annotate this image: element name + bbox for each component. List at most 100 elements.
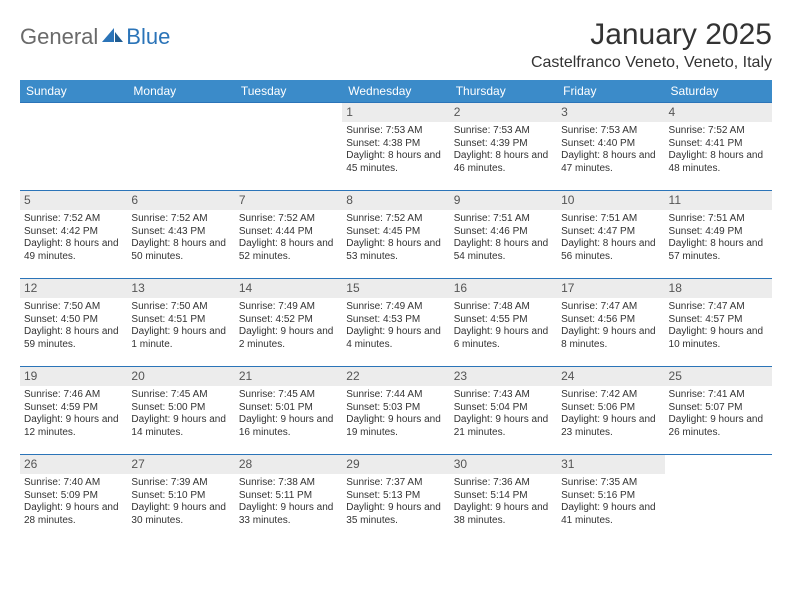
sunrise-text: Sunrise: 7:47 AM	[669, 301, 768, 314]
sunrise-text: Sunrise: 7:51 AM	[454, 213, 553, 226]
sunrise-text: Sunrise: 7:50 AM	[24, 301, 123, 314]
sunset-text: Sunset: 4:53 PM	[346, 314, 445, 327]
calendar-day-cell: 25Sunrise: 7:41 AMSunset: 5:07 PMDayligh…	[665, 367, 772, 455]
sunset-text: Sunset: 4:51 PM	[131, 314, 230, 327]
sunrise-text: Sunrise: 7:36 AM	[454, 477, 553, 490]
daylight-text: Daylight: 9 hours and 4 minutes.	[346, 326, 445, 351]
day-number: 8	[342, 191, 449, 210]
sunrise-text: Sunrise: 7:41 AM	[669, 389, 768, 402]
day-number: 24	[557, 367, 664, 386]
daylight-text: Daylight: 9 hours and 19 minutes.	[346, 414, 445, 439]
calendar-body: 1Sunrise: 7:53 AMSunset: 4:38 PMDaylight…	[20, 103, 772, 543]
brand-text-blue: Blue	[126, 24, 170, 50]
calendar-day-cell	[20, 103, 127, 191]
calendar-day-cell: 2Sunrise: 7:53 AMSunset: 4:39 PMDaylight…	[450, 103, 557, 191]
daylight-text: Daylight: 8 hours and 52 minutes.	[239, 238, 338, 263]
daylight-text: Daylight: 8 hours and 53 minutes.	[346, 238, 445, 263]
day-number: 18	[665, 279, 772, 298]
weekday-header: Tuesday	[235, 80, 342, 103]
day-number: 15	[342, 279, 449, 298]
brand-sail-icon	[102, 26, 124, 49]
calendar-day-cell: 13Sunrise: 7:50 AMSunset: 4:51 PMDayligh…	[127, 279, 234, 367]
calendar-week-row: 26Sunrise: 7:40 AMSunset: 5:09 PMDayligh…	[20, 455, 772, 543]
day-number: 22	[342, 367, 449, 386]
sunrise-text: Sunrise: 7:51 AM	[669, 213, 768, 226]
calendar-day-cell: 28Sunrise: 7:38 AMSunset: 5:11 PMDayligh…	[235, 455, 342, 543]
daylight-text: Daylight: 8 hours and 49 minutes.	[24, 238, 123, 263]
daylight-text: Daylight: 8 hours and 46 minutes.	[454, 150, 553, 175]
sunset-text: Sunset: 5:14 PM	[454, 490, 553, 503]
day-number: 3	[557, 103, 664, 122]
calendar-day-cell: 17Sunrise: 7:47 AMSunset: 4:56 PMDayligh…	[557, 279, 664, 367]
day-number: 19	[20, 367, 127, 386]
calendar-table: Sunday Monday Tuesday Wednesday Thursday…	[20, 80, 772, 543]
calendar-day-cell: 9Sunrise: 7:51 AMSunset: 4:46 PMDaylight…	[450, 191, 557, 279]
daylight-text: Daylight: 9 hours and 2 minutes.	[239, 326, 338, 351]
calendar-day-cell: 1Sunrise: 7:53 AMSunset: 4:38 PMDaylight…	[342, 103, 449, 191]
sunrise-text: Sunrise: 7:40 AM	[24, 477, 123, 490]
sunset-text: Sunset: 4:59 PM	[24, 402, 123, 415]
daylight-text: Daylight: 9 hours and 6 minutes.	[454, 326, 553, 351]
day-number: 26	[20, 455, 127, 474]
calendar-day-cell: 15Sunrise: 7:49 AMSunset: 4:53 PMDayligh…	[342, 279, 449, 367]
daylight-text: Daylight: 9 hours and 1 minute.	[131, 326, 230, 351]
calendar-day-cell: 30Sunrise: 7:36 AMSunset: 5:14 PMDayligh…	[450, 455, 557, 543]
daylight-text: Daylight: 9 hours and 10 minutes.	[669, 326, 768, 351]
daylight-text: Daylight: 9 hours and 38 minutes.	[454, 502, 553, 527]
calendar-day-cell: 12 Sunrise: 7:50 AMSunset: 4:50 PMDayligh…	[20, 279, 127, 367]
sunset-text: Sunset: 5:04 PM	[454, 402, 553, 415]
sunset-text: Sunset: 5:00 PM	[131, 402, 230, 415]
day-number: 12	[20, 279, 127, 298]
day-number: 31	[557, 455, 664, 474]
sunrise-text: Sunrise: 7:50 AM	[131, 301, 230, 314]
daylight-text: Daylight: 9 hours and 30 minutes.	[131, 502, 230, 527]
sunset-text: Sunset: 4:39 PM	[454, 138, 553, 151]
daylight-text: Daylight: 9 hours and 23 minutes.	[561, 414, 660, 439]
sunset-text: Sunset: 4:57 PM	[669, 314, 768, 327]
sunrise-text: Sunrise: 7:53 AM	[454, 125, 553, 138]
brand-logo: General Blue	[20, 18, 170, 50]
sunset-text: Sunset: 5:03 PM	[346, 402, 445, 415]
sunset-text: Sunset: 4:55 PM	[454, 314, 553, 327]
day-number: 21	[235, 367, 342, 386]
day-number: 27	[127, 455, 234, 474]
sunset-text: Sunset: 4:50 PM	[24, 314, 123, 327]
day-number: 28	[235, 455, 342, 474]
sunset-text: Sunset: 4:44 PM	[239, 226, 338, 239]
sunset-text: Sunset: 4:46 PM	[454, 226, 553, 239]
daylight-text: Daylight: 9 hours and 26 minutes.	[669, 414, 768, 439]
daylight-text: Daylight: 9 hours and 21 minutes.	[454, 414, 553, 439]
calendar-week-row: 1Sunrise: 7:53 AMSunset: 4:38 PMDaylight…	[20, 103, 772, 191]
day-number: 5	[20, 191, 127, 210]
day-number: 11	[665, 191, 772, 210]
calendar-day-cell: 23Sunrise: 7:43 AMSunset: 5:04 PMDayligh…	[450, 367, 557, 455]
sunrise-text: Sunrise: 7:37 AM	[346, 477, 445, 490]
calendar-day-cell: 7Sunrise: 7:52 AMSunset: 4:44 PMDaylight…	[235, 191, 342, 279]
day-number: 10	[557, 191, 664, 210]
daylight-text: Daylight: 8 hours and 57 minutes.	[669, 238, 768, 263]
daylight-text: Daylight: 9 hours and 12 minutes.	[24, 414, 123, 439]
sunrise-text: Sunrise: 7:38 AM	[239, 477, 338, 490]
sunset-text: Sunset: 4:49 PM	[669, 226, 768, 239]
title-block: January 2025 Castelfranco Veneto, Veneto…	[531, 18, 772, 72]
calendar-day-cell: 20Sunrise: 7:45 AMSunset: 5:00 PMDayligh…	[127, 367, 234, 455]
weekday-header: Thursday	[450, 80, 557, 103]
calendar-day-cell: 10Sunrise: 7:51 AMSunset: 4:47 PMDayligh…	[557, 191, 664, 279]
sunrise-text: Sunrise: 7:51 AM	[561, 213, 660, 226]
calendar-day-cell: 26Sunrise: 7:40 AMSunset: 5:09 PMDayligh…	[20, 455, 127, 543]
calendar-day-cell	[665, 455, 772, 543]
calendar-day-cell: 5Sunrise: 7:52 AMSunset: 4:42 PMDaylight…	[20, 191, 127, 279]
weekday-header: Wednesday	[342, 80, 449, 103]
sunrise-text: Sunrise: 7:35 AM	[561, 477, 660, 490]
calendar-day-cell: 11 Sunrise: 7:51 AMSunset: 4:49 PMDayligh…	[665, 191, 772, 279]
day-number: 25	[665, 367, 772, 386]
daylight-text: Daylight: 8 hours and 59 minutes.	[24, 326, 123, 351]
calendar-week-row: 19Sunrise: 7:46 AMSunset: 4:59 PMDayligh…	[20, 367, 772, 455]
sunrise-text: Sunrise: 7:53 AM	[346, 125, 445, 138]
daylight-text: Daylight: 8 hours and 45 minutes.	[346, 150, 445, 175]
sunrise-text: Sunrise: 7:47 AM	[561, 301, 660, 314]
brand-text-general: General	[20, 24, 98, 50]
daylight-text: Daylight: 8 hours and 54 minutes.	[454, 238, 553, 263]
sunset-text: Sunset: 4:43 PM	[131, 226, 230, 239]
calendar-day-cell: 16Sunrise: 7:48 AMSunset: 4:55 PMDayligh…	[450, 279, 557, 367]
